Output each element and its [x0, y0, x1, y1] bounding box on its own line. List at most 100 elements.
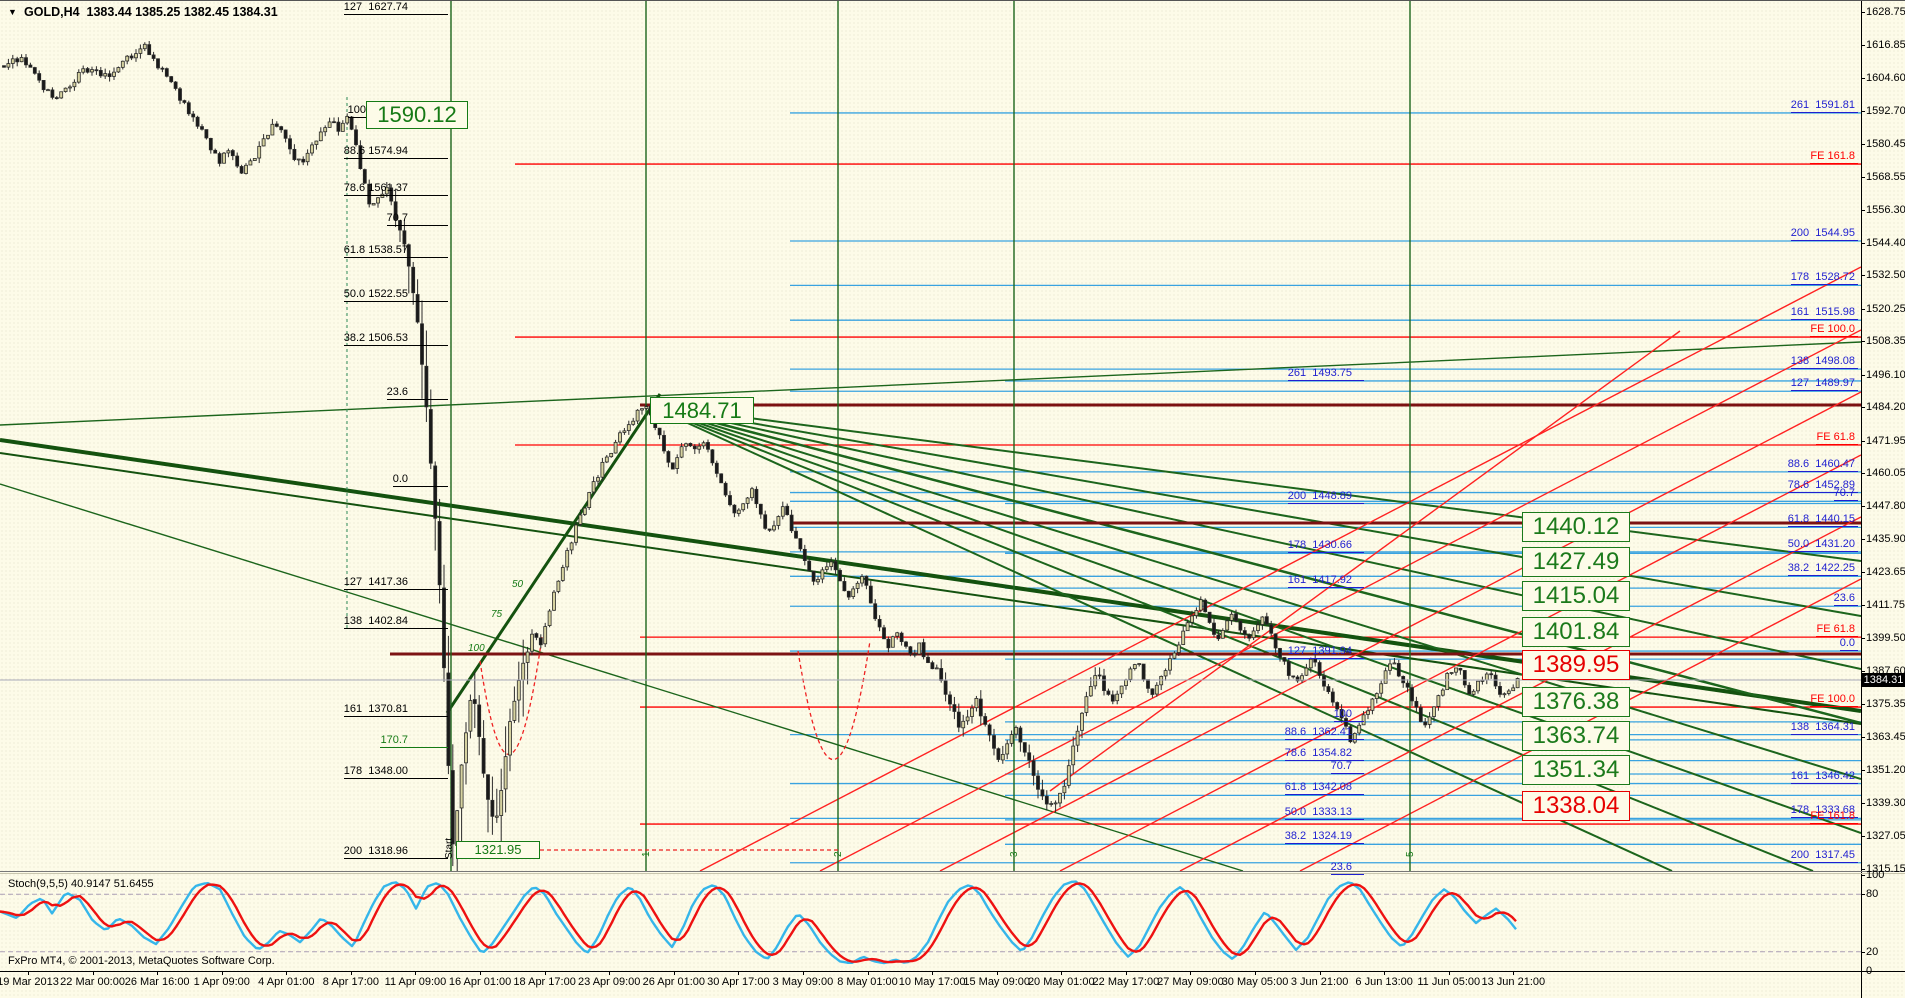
fib-level-label: 78.6 1354.82: [1284, 747, 1364, 761]
price-axis-tick: [1861, 143, 1865, 145]
price-axis-tick: [1861, 407, 1865, 409]
price-axis-tick: [1861, 308, 1865, 310]
price-axis-tick-label: 1532.50: [1866, 269, 1905, 282]
signal-price-box: 1351.34: [1522, 755, 1630, 786]
time-axis-tick: [932, 971, 934, 975]
price-axis-tick-label: 1447.80: [1866, 500, 1905, 513]
price-axis-tick: [1861, 12, 1865, 13]
price-annotation-box: 1484.71: [650, 397, 754, 424]
price-axis-tick: [1861, 572, 1865, 574]
price-axis-tick-label: 1580.45: [1866, 137, 1905, 150]
stoch-axis-label: 0: [1866, 965, 1873, 977]
price-axis-tick: [1861, 836, 1865, 838]
fib-level-label: 0.0: [1839, 637, 1858, 652]
candlesticks: [2, 41, 1520, 871]
wave-count-label: 2: [833, 851, 844, 857]
time-axis-tick: [415, 971, 417, 975]
price-axis-tick: [1861, 638, 1865, 640]
time-axis-tick: [673, 971, 675, 975]
time-axis-label: 15 May 09:00: [963, 976, 1031, 988]
price-axis-tick-label: 1435.90: [1866, 533, 1905, 546]
time-axis-label: 16 Apr 01:00: [448, 976, 512, 988]
price-axis-tick: [1861, 539, 1865, 541]
price-axis-tick: [1861, 209, 1865, 211]
price-axis-tick: [1861, 869, 1865, 870]
stochastic-lines: [0, 880, 1861, 965]
fib-level-label: 23.6: [386, 386, 448, 400]
time-axis-tick: [1125, 971, 1127, 975]
stochastic-canvas[interactable]: [0, 875, 1861, 971]
fib-level-label: 38.2 1422.25: [1787, 562, 1858, 577]
wave-count-label: 5: [1405, 851, 1416, 857]
price-axis-tick-label: 1399.50: [1866, 632, 1905, 645]
time-axis-label: 30 Apr 17:00: [707, 976, 770, 988]
axis-separator-vertical: [1861, 1, 1862, 998]
panel-separator-light: [0, 873, 1905, 874]
fib-level-label: 127 1417.36: [343, 576, 448, 590]
price-axis-tick: [1861, 770, 1865, 772]
fib-level-label: 78.6 1561.37: [343, 182, 448, 197]
fib-level-label: 88.6 1460.47: [1787, 458, 1858, 472]
symbol-label: GOLD,H4: [24, 5, 80, 19]
price-axis-tick: [1861, 473, 1865, 475]
price-axis-tick: [1861, 605, 1865, 606]
fib-level-label: FE 161.8: [1810, 810, 1858, 825]
fib-level-label: 70.7: [386, 212, 448, 226]
price-axis-tick-label: 1496.10: [1866, 368, 1905, 381]
price-axis-tick-label: 1556.30: [1866, 203, 1905, 216]
price-axis-tick-label: 1327.05: [1866, 830, 1905, 843]
price-axis-tick-label: 1628.75: [1866, 6, 1905, 18]
symbol-dropdown-icon[interactable]: ▼: [8, 7, 17, 17]
price-axis-tick-label: 1411.75: [1866, 599, 1905, 611]
fib-level-label: 161 1346.42: [1790, 770, 1858, 784]
time-axis-tick: [1448, 971, 1450, 975]
stoch-axis-label: 80: [1866, 888, 1879, 901]
fib-level-label: 38.2 1506.53: [343, 332, 448, 346]
signal-price-box: 1401.84: [1522, 617, 1630, 648]
wave-count-label: 3: [1009, 851, 1020, 857]
price-axis-tick: [1861, 671, 1865, 672]
time-axis-tick: [996, 971, 998, 975]
time-axis-label: 11 Jun 05:00: [1417, 976, 1481, 988]
fib-level-label: 138 1402.84: [343, 615, 448, 630]
fib-level-label: FE 161.8: [1810, 150, 1858, 165]
time-axis-tick: [609, 971, 611, 975]
fib-level-label: 50.0 1522.55: [343, 288, 448, 303]
fib-level-label: 100: [1333, 708, 1364, 722]
fib-level-label: 161 1417.92: [1287, 574, 1364, 589]
price-axis-tick: [1861, 341, 1865, 343]
fib-level-label: 178 1430.66: [1287, 539, 1364, 554]
copyright-text: FxPro MT4, © 2001-2013, MetaQuotes Softw…: [8, 955, 275, 967]
time-axis-label: 23 Apr 09:00: [578, 976, 641, 988]
time-axis-tick: [1319, 971, 1321, 975]
fib-level-label: 200 1448.89: [1287, 490, 1364, 504]
time-axis-tick: [1061, 971, 1063, 975]
time-axis-tick: [1255, 971, 1257, 975]
time-axis-label: 8 May 01:00: [837, 976, 898, 988]
fib-level-label: 50.0 1333.13: [1284, 806, 1364, 820]
time-axis-label: 13 Jun 21:00: [1481, 976, 1546, 988]
vertical-lines: [346, 1, 1411, 871]
fib-level-label: 261 1493.75: [1287, 367, 1364, 381]
fib-level-label: 170.7: [380, 734, 448, 748]
fib-level-label: FE 61.8: [1816, 623, 1858, 638]
panel-separator: [0, 871, 1905, 872]
fib-level-label: 70.7: [1330, 760, 1364, 775]
fib-level-label: 178 1528.72: [1790, 271, 1858, 286]
price-axis-tick-label: 1363.45: [1866, 731, 1905, 743]
price-axis-tick: [1861, 440, 1865, 442]
time-axis-label: 22 May 17:00: [1092, 976, 1160, 988]
price-axis-tick-label: 1484.20: [1866, 401, 1905, 414]
fib-level-label: 200 1544.95: [1790, 227, 1858, 241]
wave-count-label: Start: [444, 837, 455, 859]
price-axis-tick: [1861, 737, 1865, 738]
fib-level-label: 127 1489.97: [1790, 377, 1858, 392]
fib-level-label: 127 1391.94: [1287, 645, 1364, 660]
time-axis-label: 18 Apr 17:00: [513, 976, 576, 988]
price-axis-tick-label: 1544.40: [1866, 236, 1905, 249]
current-price-badge: 1384.31: [1862, 673, 1905, 687]
stochastic-indicator-label: Stoch(9,5,5) 40.9147 51.6455: [8, 878, 154, 890]
fib-level-label: 178 1333.68: [1790, 804, 1858, 819]
fib-level-label: 88.6 1574.94: [343, 145, 448, 160]
time-axis-tick: [157, 971, 159, 975]
